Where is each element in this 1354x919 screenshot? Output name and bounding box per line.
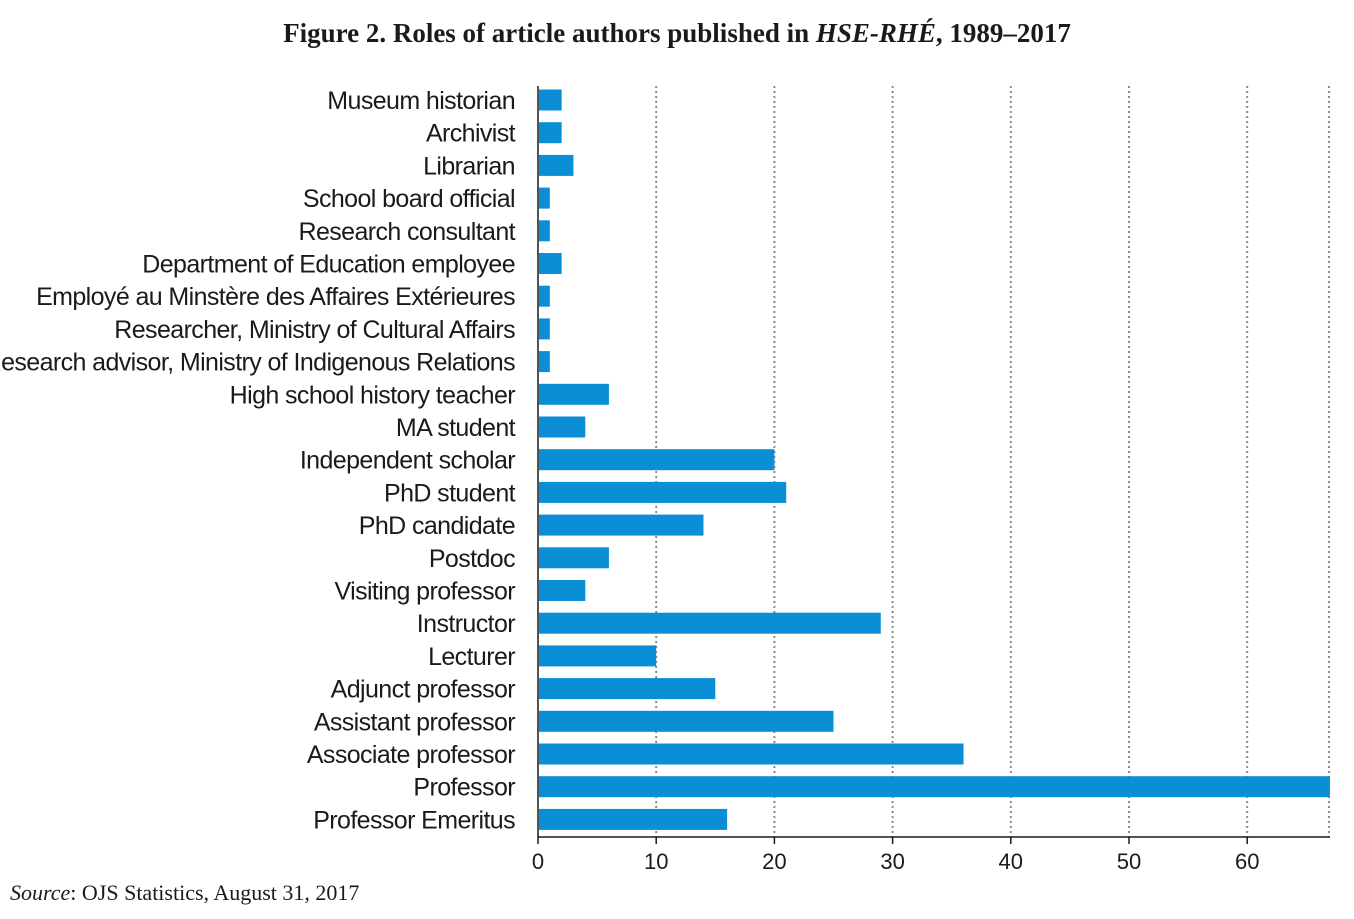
category-label-21: Professor bbox=[413, 774, 515, 802]
bar-5 bbox=[539, 253, 562, 274]
bar-1 bbox=[539, 122, 562, 144]
category-label-17: Lecturer bbox=[428, 643, 515, 671]
bar-19 bbox=[539, 710, 834, 732]
bar-4 bbox=[539, 220, 550, 242]
chart-title-prefix: Figure 2. Roles of article authors publi… bbox=[283, 18, 816, 48]
category-label-14: Postdoc bbox=[429, 545, 515, 573]
tick-label-60: 60 bbox=[1235, 849, 1259, 874]
bar-20 bbox=[539, 743, 964, 765]
category-label-11: Independent scholar bbox=[300, 447, 515, 475]
bar-18 bbox=[539, 678, 716, 700]
bar-2 bbox=[539, 154, 574, 176]
category-label-13: PhD candidate bbox=[359, 512, 515, 540]
bar-12 bbox=[539, 481, 787, 503]
source-text: : OJS Statistics, August 31, 2017 bbox=[70, 880, 360, 905]
category-label-16: Instructor bbox=[417, 610, 515, 638]
bar-17 bbox=[539, 645, 657, 667]
source-label: Source bbox=[10, 880, 71, 905]
category-label-6: Employé au Minstère des Affaires Extérie… bbox=[36, 283, 515, 311]
category-label-8: Research advisor, Ministry of Indigenous… bbox=[0, 349, 515, 377]
category-label-1: Archivist bbox=[426, 120, 516, 148]
bar-21 bbox=[539, 776, 1330, 798]
bar-10 bbox=[539, 416, 586, 438]
bar-13 bbox=[539, 514, 704, 536]
bar-16 bbox=[539, 612, 881, 634]
category-label-4: Research consultant bbox=[298, 218, 515, 246]
category-label-20: Associate professor bbox=[307, 741, 515, 769]
category-label-10: MA student bbox=[396, 414, 516, 442]
tick-label-30: 30 bbox=[880, 849, 904, 874]
bar-14 bbox=[539, 547, 609, 569]
bar-11 bbox=[539, 449, 775, 471]
category-label-3: School board official bbox=[303, 185, 515, 213]
tick-label-40: 40 bbox=[999, 849, 1023, 874]
bar-0 bbox=[539, 89, 562, 111]
category-label-18: Adjunct professor bbox=[331, 676, 516, 704]
tick-label-20: 20 bbox=[762, 849, 786, 874]
tick-label-0: 0 bbox=[532, 849, 544, 874]
bar-7 bbox=[539, 318, 550, 340]
category-label-15: Visiting professor bbox=[335, 578, 516, 606]
category-label-2: Librarian bbox=[423, 152, 515, 180]
category-label-7: Researcher, Ministry of Cultural Affairs bbox=[114, 316, 515, 344]
bar-6 bbox=[539, 285, 550, 307]
chart-title-suffix: , 1989–2017 bbox=[935, 18, 1071, 48]
category-label-22: Professor Emeritus bbox=[313, 806, 515, 834]
bars bbox=[539, 89, 1330, 830]
bar-22 bbox=[539, 808, 728, 830]
category-label-9: High school history teacher bbox=[230, 381, 516, 409]
bar-9 bbox=[539, 383, 609, 405]
category-label-5: Department of Education employee bbox=[142, 251, 515, 279]
category-label-0: Museum historian bbox=[327, 87, 515, 115]
bar-8 bbox=[539, 351, 550, 373]
x-tick-labels: 0 10 20 30 40 50 60 bbox=[532, 849, 1260, 874]
axes bbox=[537, 86, 1330, 844]
bar-15 bbox=[539, 580, 586, 601]
category-labels: Museum historian Archivist Librarian School… bbox=[0, 87, 516, 834]
category-label-19: Assistant professor bbox=[314, 708, 515, 736]
tick-label-10: 10 bbox=[644, 849, 668, 874]
source-note: Source: OJS Statistics, August 31, 2017 bbox=[10, 880, 359, 906]
chart-title-journal: HSE-RHÉ bbox=[815, 18, 936, 48]
chart-title: Figure 2. Roles of article authors publi… bbox=[0, 18, 1354, 49]
tick-label-50: 50 bbox=[1117, 849, 1141, 874]
category-label-12: PhD student bbox=[384, 479, 516, 507]
bar-3 bbox=[539, 187, 550, 209]
